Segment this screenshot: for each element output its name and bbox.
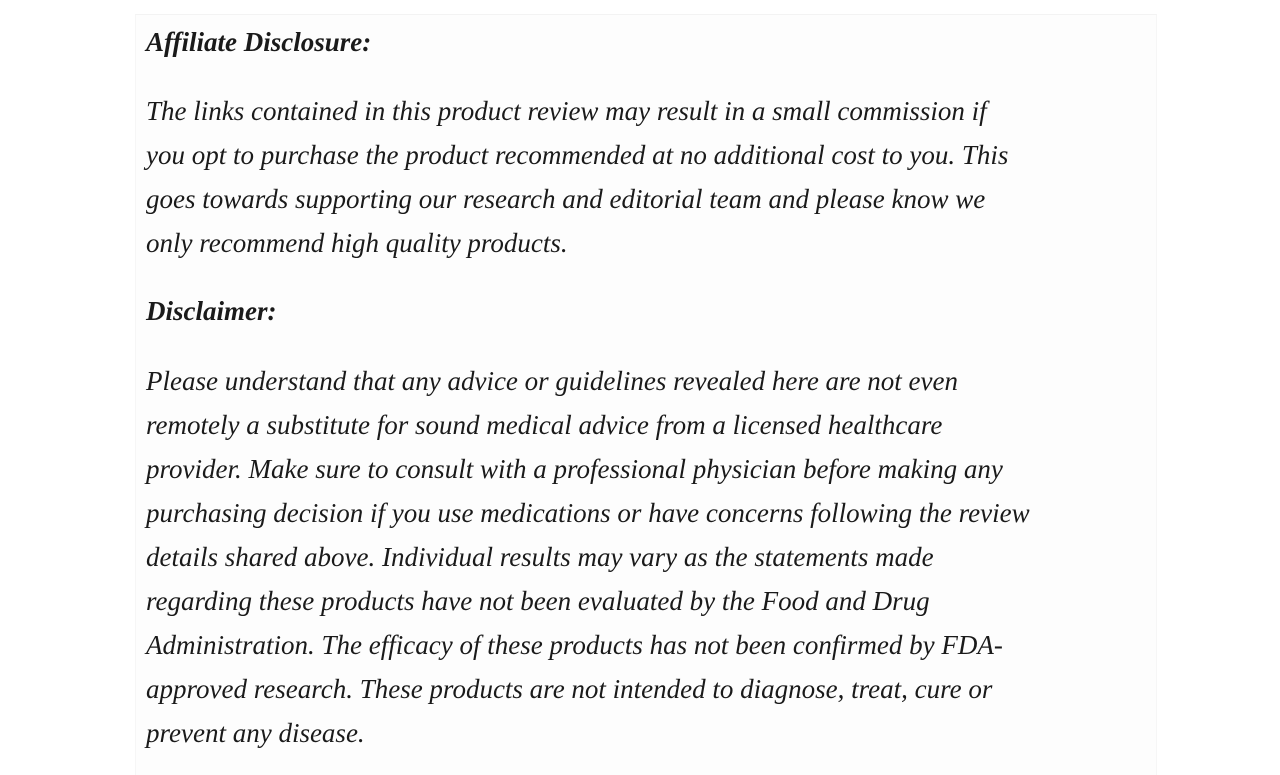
text-line: provider. Make sure to consult with a pr…: [146, 454, 1003, 484]
text-line: Administration. The efficacy of these pr…: [146, 630, 1003, 660]
disclaimer-paragraph: Please understand that any advice or gui…: [146, 359, 1030, 755]
content-box: [135, 14, 1157, 775]
text-line: purchasing decision if you use medicatio…: [146, 498, 1030, 528]
text-line: Please understand that any advice or gui…: [146, 366, 959, 396]
text-line: only recommend high quality products.: [146, 228, 568, 258]
text-line: The links contained in this product revi…: [146, 96, 987, 126]
text-line: remotely a substitute for sound medical …: [146, 410, 943, 440]
text-line: details shared above. Individual results…: [146, 542, 934, 572]
text-line: prevent any disease.: [146, 718, 365, 748]
text-line: goes towards supporting our research and…: [146, 184, 986, 214]
affiliate-heading: Affiliate Disclosure:: [146, 27, 372, 57]
disclaimer-heading: Disclaimer:: [146, 296, 277, 326]
affiliate-paragraph: The links contained in this product revi…: [146, 89, 1008, 265]
text-line: approved research. These products are no…: [146, 674, 993, 704]
text-line: regarding these products have not been e…: [146, 586, 930, 616]
text-line: you opt to purchase the product recommen…: [146, 140, 1009, 170]
